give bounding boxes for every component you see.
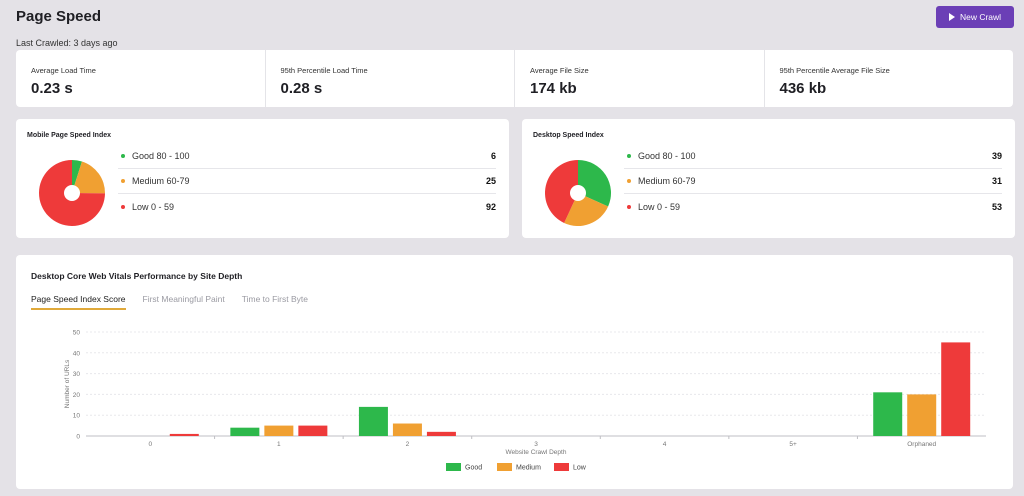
- tab-page-speed-index[interactable]: Page Speed Index Score: [31, 294, 126, 310]
- x-tick-label: 0: [148, 441, 152, 448]
- medium-dot-icon: [121, 179, 125, 183]
- bar-low-orphaned: [941, 342, 971, 436]
- page-title: Page Speed: [16, 8, 102, 25]
- mobile-speed-card: Mobile Page Speed Index Good 80 - 100 6 Me…: [16, 119, 509, 238]
- legend-count: 92: [485, 201, 496, 212]
- low-dot-icon: [121, 204, 125, 209]
- bar-good-1: [230, 427, 260, 436]
- x-tick-label: 4: [663, 441, 667, 448]
- y-axis-label: Number of URLs: [64, 359, 71, 408]
- bar-low-0: [169, 433, 199, 436]
- mobile-slice-good: [72, 160, 82, 193]
- tab-time-to-first-byte[interactable]: Time to First Byte: [241, 294, 308, 304]
- x-tick-label: 5+: [789, 441, 797, 448]
- card-title: Mobile Page Speed Index: [27, 132, 112, 139]
- tab-bar: Page Speed Index Score First Meaningful …: [31, 294, 308, 310]
- x-tick-label: 2: [406, 441, 410, 448]
- stat-value: 436 kb: [779, 80, 827, 97]
- desktop-pie-hole: [570, 185, 586, 201]
- bar-low-1: [298, 425, 328, 436]
- legend-label-medium: Medium: [516, 465, 541, 472]
- y-tick-label: 0: [76, 434, 80, 441]
- legend-swatch-low: [554, 463, 569, 471]
- stat-label: Average Load Time: [31, 66, 96, 75]
- bar-low-2: [426, 431, 456, 436]
- y-tick-label: 40: [73, 350, 81, 357]
- good-dot-icon: [627, 154, 631, 158]
- legend-label: Low 0 - 59: [638, 201, 681, 212]
- desktop-slice-medium: [564, 193, 609, 226]
- legend-count: 53: [991, 201, 1002, 212]
- stat-label: 95th Percentile Average File Size: [779, 66, 890, 75]
- legend-swatch-medium: [497, 463, 512, 471]
- stat-average-file-size: Average File Size 174 kb: [514, 50, 764, 107]
- legend-row-medium: Medium 60-79 25: [118, 169, 496, 194]
- core-web-vitals-card: Desktop Core Web Vitals Performance by S…: [16, 255, 1013, 489]
- mobile-slice-medium: [72, 161, 105, 194]
- mobile-pie-chart: [39, 160, 105, 226]
- legend-count: 6: [490, 151, 496, 161]
- desktop-slice-good: [578, 160, 611, 207]
- medium-dot-icon: [627, 179, 631, 183]
- legend-row-medium: Medium 60-79 31: [624, 169, 1002, 194]
- desktop-pie-chart: [545, 160, 611, 226]
- bar-medium-2: [392, 423, 422, 436]
- stat-value: 0.23 s: [31, 80, 73, 97]
- stat-average-load-time: Average Load Time 0.23 s: [16, 50, 265, 107]
- y-tick-label: 50: [73, 330, 81, 337]
- bar-medium-1: [264, 425, 294, 436]
- stat-value: 174 kb: [530, 80, 577, 97]
- legend-label: Good 80 - 100: [638, 151, 696, 161]
- stat-label: 95th Percentile Load Time: [280, 66, 368, 75]
- legend-label: Medium 60-79: [132, 176, 190, 186]
- bar-good-2: [358, 406, 388, 436]
- x-tick-label: 1: [277, 441, 281, 448]
- new-crawl-button[interactable]: New Crawl: [936, 6, 1014, 28]
- x-tick-label: 3: [534, 441, 538, 448]
- legend-row-low: Low 0 - 59 53: [624, 194, 1002, 219]
- legend-label: Good 80 - 100: [132, 151, 190, 161]
- legend-row-low: Low 0 - 59 92: [118, 194, 496, 219]
- stats-card: Average Load Time 0.23 s 95th Percentile…: [16, 50, 1013, 107]
- legend-count: 39: [991, 151, 1002, 161]
- y-tick-label: 20: [73, 392, 81, 399]
- legend-count: 31: [991, 176, 1002, 186]
- new-crawl-label: New Crawl: [959, 12, 1002, 22]
- legend-row-good: Good 80 - 100 6: [118, 144, 496, 169]
- desktop-slice-low: [545, 160, 578, 223]
- bar-medium-orphaned: [907, 394, 937, 436]
- legend-label: Medium 60-79: [638, 176, 696, 186]
- legend-row-good: Good 80 - 100 39: [624, 144, 1002, 169]
- card-title: Desktop Speed Index: [533, 132, 604, 139]
- tab-first-meaningful-paint[interactable]: First Meaningful Paint: [142, 294, 225, 304]
- y-tick-label: 10: [73, 413, 81, 420]
- y-tick-label: 30: [73, 371, 81, 378]
- legend-label-low: Low: [573, 465, 587, 472]
- stat-value: 0.28 s: [280, 80, 323, 97]
- legend-count: 25: [485, 176, 496, 186]
- stat-label: Average File Size: [530, 66, 589, 75]
- site-depth-bar-chart: 0 10 20 30 40 50 0 1 2 3 4 5+ Orphaned Website Crawl …: [64, 330, 986, 472]
- legend-swatch-good: [446, 463, 461, 471]
- good-dot-icon: [121, 154, 125, 158]
- last-crawled-text: Last Crawled: 3 days ago: [16, 38, 118, 48]
- x-tick-label: Orphaned: [907, 441, 936, 448]
- x-axis-label: Website Crawl Depth: [506, 449, 567, 456]
- card-title: Desktop Core Web Vitals Performance by S…: [31, 271, 243, 281]
- bar-good-orphaned: [873, 392, 903, 436]
- stat-95th-load-time: 95th Percentile Load Time 0.28 s: [264, 50, 515, 107]
- stat-95th-file-size: 95th Percentile Average File Size 436 kb: [763, 50, 1014, 107]
- low-dot-icon: [627, 204, 631, 209]
- legend-label-good: Good: [465, 465, 482, 472]
- legend-label: Low 0 - 59: [132, 201, 175, 212]
- desktop-speed-card: Desktop Speed Index Good 80 - 100 39 Mediu…: [522, 119, 1015, 238]
- mobile-pie-hole: [64, 185, 80, 201]
- play-icon: [948, 13, 955, 21]
